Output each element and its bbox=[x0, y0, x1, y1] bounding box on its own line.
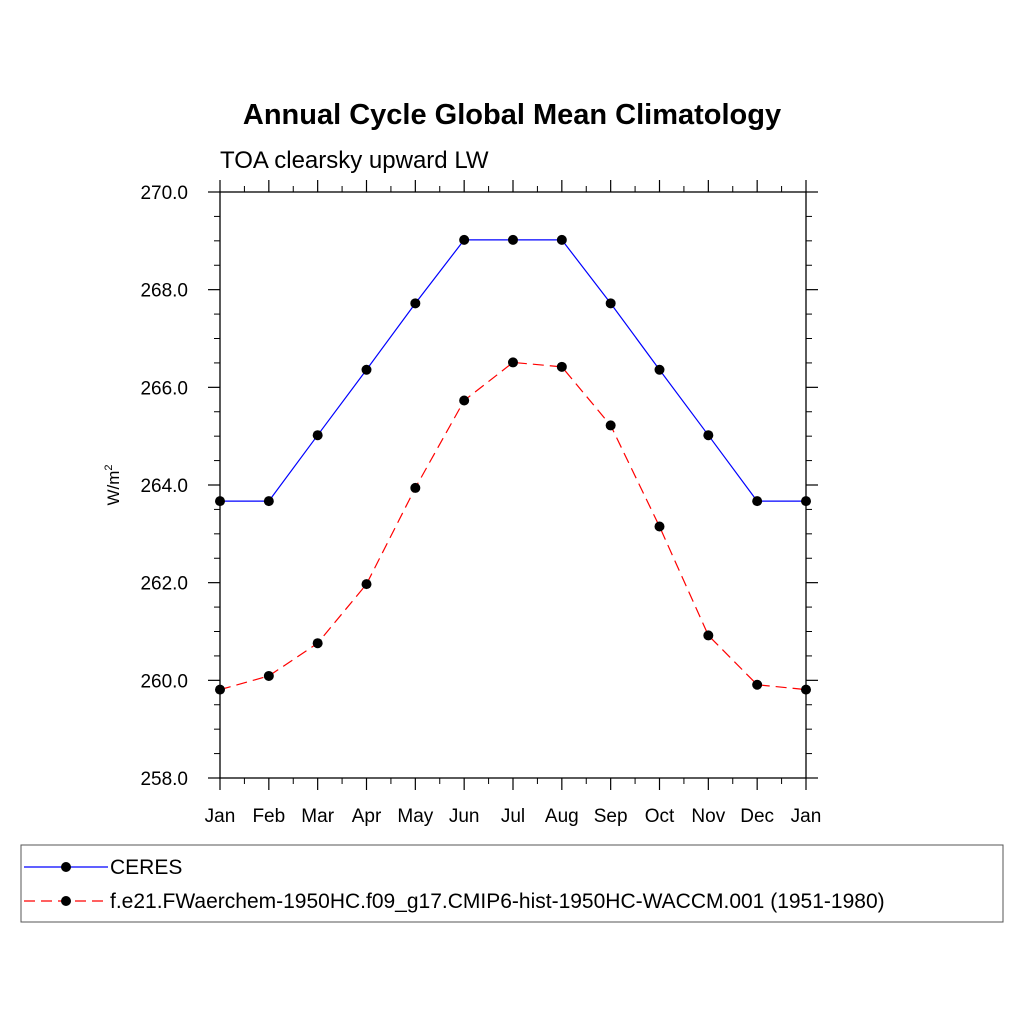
series-1-point bbox=[459, 395, 470, 406]
y-tick-label: 268.0 bbox=[140, 281, 188, 302]
tick-labels: Jan Feb Mar Apr May Jun Jul Aug Sep Oct Nov Dec Jan 2… bbox=[140, 183, 821, 827]
x-tick-label: Jul bbox=[501, 806, 525, 827]
series-0-point bbox=[752, 496, 763, 507]
series-0-point bbox=[263, 496, 274, 507]
x-tick-label: May bbox=[397, 806, 433, 827]
y-tick-label: 264.0 bbox=[140, 476, 188, 497]
x-tick-label: Mar bbox=[301, 806, 334, 827]
series-1-point bbox=[508, 357, 518, 368]
series-0-point bbox=[410, 298, 421, 309]
series-0-point bbox=[312, 430, 323, 441]
series-1-point bbox=[556, 361, 567, 372]
series-line-0 bbox=[220, 239, 806, 502]
chart-subtitle: TOA clearsky upward LW bbox=[220, 147, 489, 174]
series-1-point bbox=[752, 679, 763, 690]
series-1-point bbox=[410, 482, 421, 493]
series-0-point bbox=[703, 430, 714, 441]
y-tick-label: 270.0 bbox=[140, 183, 188, 204]
series-1-point bbox=[703, 630, 714, 641]
x-tick-label: Oct bbox=[645, 806, 675, 827]
x-tick-label: Jan bbox=[205, 806, 236, 827]
x-tick-label: Aug bbox=[545, 806, 579, 827]
series-1-point bbox=[605, 420, 616, 431]
y-axis-label-base: W/m bbox=[104, 471, 123, 506]
x-tick-label: Dec bbox=[740, 806, 774, 827]
y-tick-label: 258.0 bbox=[140, 769, 188, 790]
y-tick-label: 262.0 bbox=[140, 574, 188, 595]
y-axis-label: W/m2 bbox=[103, 464, 123, 505]
legend-label-1: f.e21.FWaerchem-1950HC.f09_g17.CMIP6-his… bbox=[110, 890, 885, 913]
series-0-point bbox=[361, 364, 372, 375]
legend-marker-0 bbox=[61, 862, 71, 872]
legend: CERES f.e21.FWaerchem-1950HC.f09_g17.CMIP… bbox=[20, 844, 1004, 923]
x-tick-label: Nov bbox=[691, 806, 725, 827]
series-0-point bbox=[654, 364, 665, 375]
series-layer bbox=[215, 234, 811, 695]
series-0-point bbox=[508, 234, 518, 245]
x-tick-label: Jun bbox=[449, 806, 480, 827]
series-1-point bbox=[312, 638, 323, 649]
y-tick-label: 260.0 bbox=[140, 671, 188, 692]
x-tick-label: Jan bbox=[791, 806, 822, 827]
chart-title: Annual Cycle Global Mean Climatology bbox=[243, 99, 781, 131]
plot-frame bbox=[219, 191, 807, 779]
x-tick-label: Feb bbox=[252, 806, 285, 827]
series-1-point bbox=[654, 521, 665, 532]
series-line-1 bbox=[219, 361, 807, 691]
series-0-point bbox=[556, 234, 567, 245]
y-tick-label: 266.0 bbox=[140, 378, 188, 399]
x-tick-label: Apr bbox=[352, 806, 382, 827]
axis-ticks bbox=[208, 180, 818, 790]
series-0-point bbox=[459, 234, 470, 245]
series-0-point bbox=[605, 298, 616, 309]
series-1-point bbox=[263, 670, 274, 681]
legend-label-0: CERES bbox=[110, 856, 182, 879]
legend-box bbox=[20, 844, 1004, 923]
series-1-point bbox=[361, 579, 372, 590]
legend-marker-1 bbox=[61, 896, 71, 906]
y-axis-label-superscript: 2 bbox=[103, 464, 115, 470]
x-tick-label: Sep bbox=[594, 806, 628, 827]
